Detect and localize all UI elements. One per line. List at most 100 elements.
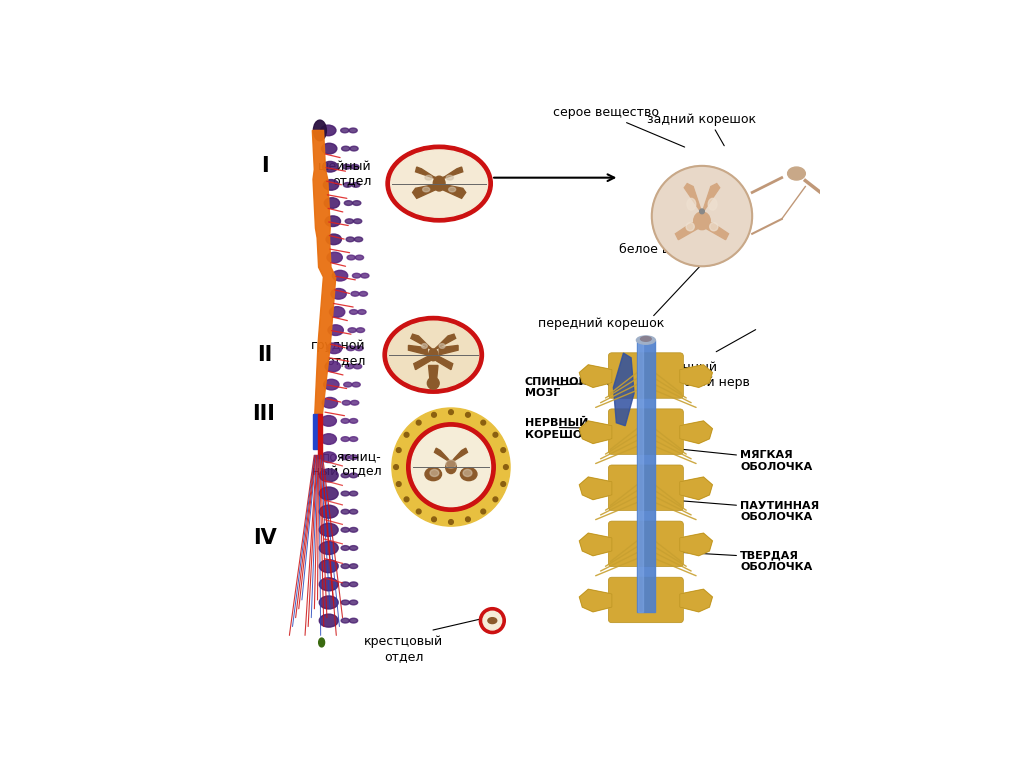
Text: ПАУТИННАЯ
ОБОЛОЧКА: ПАУТИННАЯ ОБОЛОЧКА xyxy=(740,501,819,522)
Ellipse shape xyxy=(341,419,349,423)
Polygon shape xyxy=(433,356,453,370)
Circle shape xyxy=(493,433,498,437)
FancyBboxPatch shape xyxy=(608,521,683,567)
Ellipse shape xyxy=(355,346,364,351)
Circle shape xyxy=(652,166,753,266)
Ellipse shape xyxy=(349,528,357,532)
Ellipse shape xyxy=(428,349,438,360)
Ellipse shape xyxy=(325,361,340,372)
Ellipse shape xyxy=(360,273,369,278)
FancyBboxPatch shape xyxy=(608,353,683,398)
Ellipse shape xyxy=(341,600,349,605)
Ellipse shape xyxy=(325,198,340,209)
Ellipse shape xyxy=(349,618,357,623)
Ellipse shape xyxy=(341,564,349,568)
Ellipse shape xyxy=(425,468,441,481)
Circle shape xyxy=(466,517,470,522)
Ellipse shape xyxy=(422,344,427,348)
Circle shape xyxy=(432,517,436,522)
Polygon shape xyxy=(684,183,702,218)
Text: IV: IV xyxy=(253,528,276,548)
Polygon shape xyxy=(409,345,427,355)
Polygon shape xyxy=(580,589,612,612)
Ellipse shape xyxy=(423,187,430,192)
Ellipse shape xyxy=(341,582,349,587)
Polygon shape xyxy=(680,589,713,612)
Ellipse shape xyxy=(359,291,368,296)
Ellipse shape xyxy=(487,617,497,624)
Ellipse shape xyxy=(349,473,357,478)
Circle shape xyxy=(404,433,409,437)
Polygon shape xyxy=(680,421,713,443)
Ellipse shape xyxy=(351,291,359,296)
Circle shape xyxy=(432,413,436,417)
Polygon shape xyxy=(428,366,438,384)
Ellipse shape xyxy=(407,423,496,512)
Circle shape xyxy=(393,465,398,469)
Ellipse shape xyxy=(686,222,694,231)
Text: задний корешок: задний корешок xyxy=(647,114,757,127)
Ellipse shape xyxy=(349,455,357,459)
Circle shape xyxy=(396,448,401,453)
Ellipse shape xyxy=(342,164,351,169)
Ellipse shape xyxy=(322,143,337,154)
Ellipse shape xyxy=(356,328,365,333)
Ellipse shape xyxy=(357,310,366,314)
Ellipse shape xyxy=(341,509,349,514)
FancyBboxPatch shape xyxy=(608,409,683,454)
Ellipse shape xyxy=(351,183,360,187)
Text: смешанный
спинномозговой нерв: смешанный спинномозговой нерв xyxy=(606,360,751,389)
Polygon shape xyxy=(580,421,612,443)
Polygon shape xyxy=(313,414,318,449)
Text: шейный
отдел: шейный отдел xyxy=(317,160,372,188)
Ellipse shape xyxy=(322,416,337,426)
Ellipse shape xyxy=(350,400,358,405)
Circle shape xyxy=(493,497,498,502)
Polygon shape xyxy=(439,185,466,199)
Polygon shape xyxy=(439,345,458,355)
Polygon shape xyxy=(414,356,433,370)
Ellipse shape xyxy=(327,343,342,354)
Ellipse shape xyxy=(322,452,337,463)
Ellipse shape xyxy=(445,460,457,473)
Ellipse shape xyxy=(463,469,472,476)
Ellipse shape xyxy=(347,255,355,260)
Text: передний корешок: передний корешок xyxy=(539,317,665,330)
Ellipse shape xyxy=(412,427,490,507)
Polygon shape xyxy=(317,414,323,458)
Ellipse shape xyxy=(342,146,350,151)
Circle shape xyxy=(483,611,502,630)
Circle shape xyxy=(481,509,485,514)
Circle shape xyxy=(699,209,705,214)
Ellipse shape xyxy=(349,509,357,514)
Text: III: III xyxy=(252,404,275,424)
Ellipse shape xyxy=(341,436,349,442)
Circle shape xyxy=(449,519,454,525)
Polygon shape xyxy=(411,334,433,352)
Circle shape xyxy=(417,420,421,425)
Ellipse shape xyxy=(319,469,338,482)
Circle shape xyxy=(479,607,505,634)
Polygon shape xyxy=(680,533,713,555)
Ellipse shape xyxy=(341,128,349,133)
Text: поясниц-
ный отдел: поясниц- ный отдел xyxy=(312,450,382,478)
Ellipse shape xyxy=(353,364,361,369)
Ellipse shape xyxy=(341,491,349,496)
Text: крестцовый
отдел: крестцовый отдел xyxy=(365,635,443,663)
Text: СПИННОЙ
МОЗГ: СПИННОЙ МОЗГ xyxy=(524,377,589,398)
Polygon shape xyxy=(680,477,713,499)
Ellipse shape xyxy=(328,324,343,335)
FancyBboxPatch shape xyxy=(608,578,683,623)
Ellipse shape xyxy=(351,164,359,169)
Polygon shape xyxy=(312,130,336,414)
Ellipse shape xyxy=(333,270,348,281)
Circle shape xyxy=(417,509,421,514)
Ellipse shape xyxy=(323,161,338,172)
Ellipse shape xyxy=(319,523,338,536)
Ellipse shape xyxy=(439,344,445,348)
Text: серое вещество: серое вещество xyxy=(553,106,658,119)
Ellipse shape xyxy=(693,212,711,229)
Polygon shape xyxy=(637,340,654,612)
Polygon shape xyxy=(434,448,451,464)
Ellipse shape xyxy=(687,199,695,210)
